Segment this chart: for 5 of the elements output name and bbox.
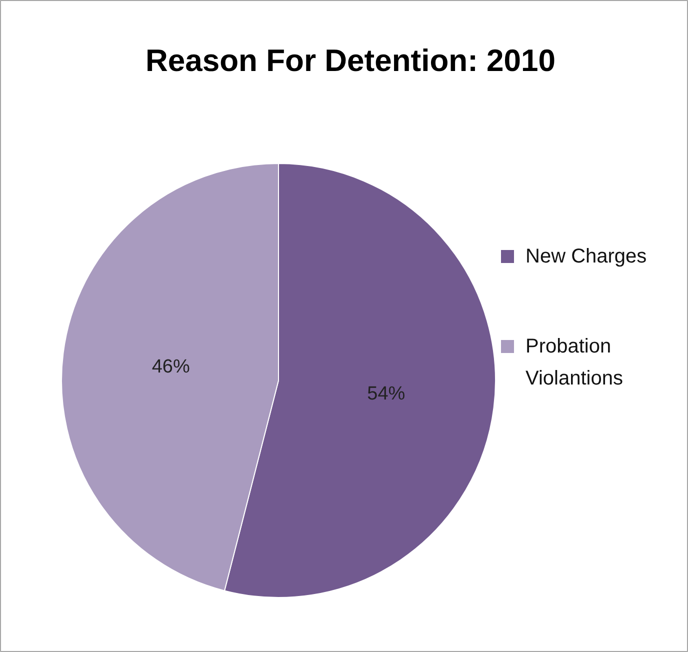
- chart-title: Reason For Detention: 2010: [146, 43, 556, 78]
- data-label: 54%: [367, 384, 406, 405]
- data-label: 46%: [152, 356, 190, 378]
- legend-label: New Charges: [526, 246, 647, 268]
- legend-label: Probation Violantions: [526, 336, 623, 390]
